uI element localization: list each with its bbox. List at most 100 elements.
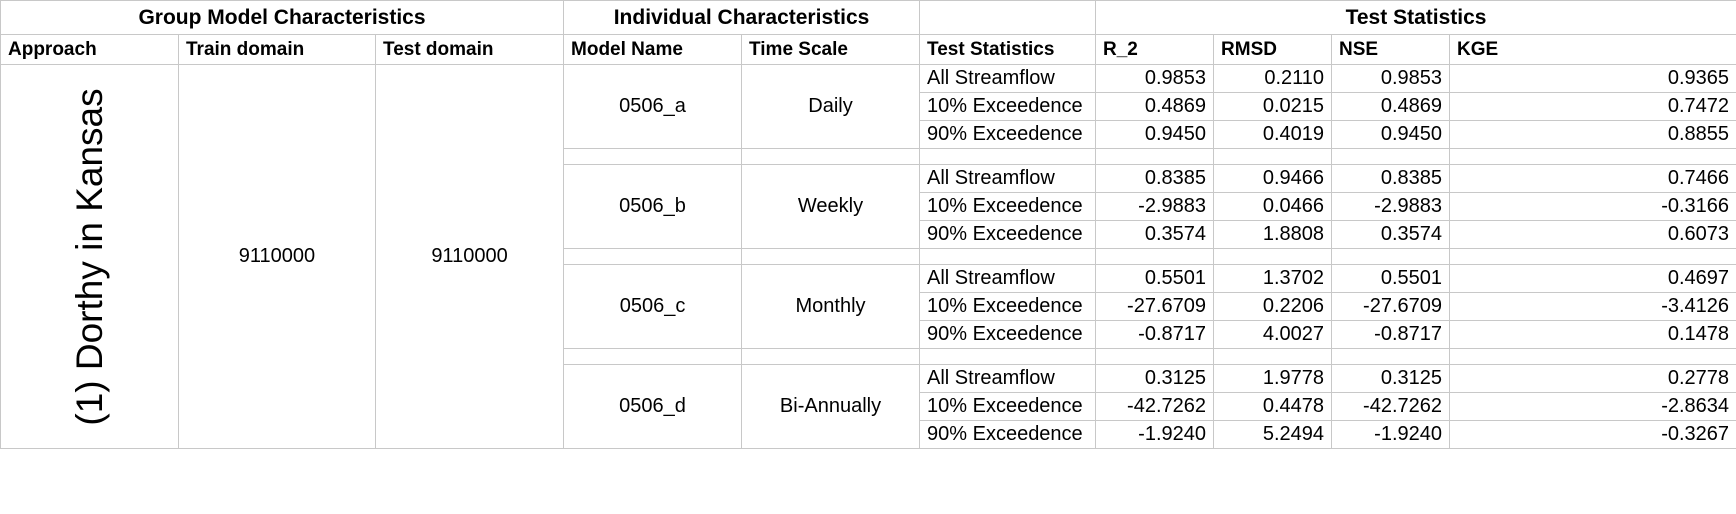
spacer-row xyxy=(1,248,1736,265)
nse-cell: 0.5501 xyxy=(1331,264,1451,293)
col-test-statistics: Test Statistics xyxy=(919,34,1097,65)
spacer-cell xyxy=(919,148,1097,165)
kge-cell: -2.8634 xyxy=(1449,392,1736,421)
rmsd-cell: 5.2494 xyxy=(1213,420,1333,449)
spacer-cell xyxy=(741,248,921,265)
spacer-cell xyxy=(563,148,743,165)
nse-cell: -0.8717 xyxy=(1331,320,1451,349)
stat-name-cell: 90% Exceedence xyxy=(919,320,1097,349)
table-row: 10% Exceedence -27.6709 0.2206 -27.6709 -3.4… xyxy=(1,292,1736,321)
rmsd-cell: 0.0466 xyxy=(1213,192,1333,221)
blank-header xyxy=(919,0,1097,35)
time-scale-cell: Weekly xyxy=(741,164,921,249)
table-row: 0506_d Bi-Annually All Streamflow 0.3125 1.9… xyxy=(1,364,1736,449)
rmsd-cell: 0.2206 xyxy=(1213,292,1333,321)
nse-cell: -42.7262 xyxy=(1331,392,1451,421)
stat-name-cell: All Streamflow xyxy=(919,64,1097,93)
spacer-cell xyxy=(563,248,743,265)
train-domain-cell: 9110000 xyxy=(178,64,376,449)
r2-cell: 0.4869 xyxy=(1095,92,1215,121)
r2-cell: -2.9883 xyxy=(1095,192,1215,221)
spacer-cell xyxy=(1331,248,1451,265)
table-row: 90% Exceedence 0.9450 0.4019 0.9450 0.8855 xyxy=(1,120,1736,149)
r2-cell: 0.3574 xyxy=(1095,220,1215,249)
spacer-cell xyxy=(1449,148,1736,165)
spacer-cell xyxy=(563,348,743,365)
col-test-domain: Test domain xyxy=(374,34,565,65)
rmsd-cell: 4.0027 xyxy=(1213,320,1333,349)
spacer-cell xyxy=(919,348,1097,365)
nse-cell: 0.9450 xyxy=(1331,120,1451,149)
r2-cell: 0.3125 xyxy=(1095,364,1215,393)
stat-name-cell: All Streamflow xyxy=(919,264,1097,293)
kge-cell: 0.1478 xyxy=(1449,320,1736,349)
model-name-cell: 0506_d xyxy=(563,364,743,449)
col-train-domain: Train domain xyxy=(178,34,376,65)
col-r2: R_2 xyxy=(1095,34,1215,65)
nse-cell: 0.4869 xyxy=(1331,92,1451,121)
spacer-cell xyxy=(1095,348,1215,365)
time-scale-cell: Daily xyxy=(741,64,921,149)
spacer-cell xyxy=(1213,348,1333,365)
spacer-cell xyxy=(1331,148,1451,165)
col-model-name: Model Name xyxy=(563,34,743,65)
r2-cell: -1.9240 xyxy=(1095,420,1215,449)
col-rmsd: RMSD xyxy=(1213,34,1333,65)
spacer-row xyxy=(1,148,1736,165)
rmsd-cell: 0.4478 xyxy=(1213,392,1333,421)
spacer-row xyxy=(1,348,1736,365)
spacer-cell xyxy=(1331,348,1451,365)
model-name-cell: 0506_b xyxy=(563,164,743,249)
nse-cell: 0.8385 xyxy=(1331,164,1451,193)
rmsd-cell: 1.8808 xyxy=(1213,220,1333,249)
nse-cell: 0.9853 xyxy=(1331,64,1451,93)
kge-cell: 0.7472 xyxy=(1449,92,1736,121)
individual-header: Individual Characteristics xyxy=(563,0,921,35)
table-row: 90% Exceedence -0.8717 4.0027 -0.8717 0.1478 xyxy=(1,320,1736,349)
col-approach: Approach xyxy=(0,34,179,65)
nse-cell: -27.6709 xyxy=(1331,292,1451,321)
col-time-scale: Time Scale xyxy=(741,34,921,65)
rmsd-cell: 1.9778 xyxy=(1213,364,1333,393)
approach-label: (1) Dorthy in Kansas xyxy=(68,87,110,426)
spacer-cell xyxy=(1213,248,1333,265)
stat-name-cell: All Streamflow xyxy=(919,364,1097,393)
table-row: 0506_b Weekly All Streamflow 0.8385 0.9466 0.… xyxy=(1,164,1736,249)
nse-cell: 0.3125 xyxy=(1331,364,1451,393)
test-domain-cell: 9110000 xyxy=(374,64,565,449)
nse-cell: -1.9240 xyxy=(1331,420,1451,449)
stat-name-cell: 10% Exceedence xyxy=(919,92,1097,121)
spacer-cell xyxy=(1213,148,1333,165)
stat-name-cell: 90% Exceedence xyxy=(919,120,1097,149)
r2-cell: -27.6709 xyxy=(1095,292,1215,321)
approach-cell: (1) Dorthy in Kansas xyxy=(0,64,179,449)
r2-cell: -42.7262 xyxy=(1095,392,1215,421)
stat-name-cell: 10% Exceedence xyxy=(919,292,1097,321)
table-body: Group Model Characteristics Individual C… xyxy=(0,0,1736,449)
rmsd-cell: 0.9466 xyxy=(1213,164,1333,193)
table-row: 0506_c Monthly All Streamflow 0.5501 1.3702 0… xyxy=(1,264,1736,349)
stat-name-cell: 90% Exceedence xyxy=(919,220,1097,249)
time-scale-cell: Monthly xyxy=(741,264,921,349)
spacer-cell xyxy=(741,148,921,165)
group-header-row: Group Model Characteristics Individual C… xyxy=(0,0,1736,35)
rmsd-cell: 0.2110 xyxy=(1213,64,1333,93)
table-row: (1) Dorthy in Kansas 9110000 9110000 0506_a… xyxy=(0,64,1736,449)
r2-cell: 0.5501 xyxy=(1095,264,1215,293)
column-header-row: Approach Train domain Test domain Model … xyxy=(0,34,1736,65)
kge-cell: 0.4697 xyxy=(1449,264,1736,293)
kge-cell: -3.4126 xyxy=(1449,292,1736,321)
kge-cell: 0.7466 xyxy=(1449,164,1736,193)
test-statistics-header: Test Statistics xyxy=(1095,0,1736,35)
kge-cell: -0.3267 xyxy=(1449,420,1736,449)
stat-name-cell: 10% Exceedence xyxy=(919,192,1097,221)
kge-cell: -0.3166 xyxy=(1449,192,1736,221)
col-kge: KGE xyxy=(1449,34,1736,65)
col-nse: NSE xyxy=(1331,34,1451,65)
rmsd-cell: 1.3702 xyxy=(1213,264,1333,293)
rmsd-cell: 0.0215 xyxy=(1213,92,1333,121)
spacer-cell xyxy=(1449,248,1736,265)
stat-name-cell: 90% Exceedence xyxy=(919,420,1097,449)
kge-cell: 0.2778 xyxy=(1449,364,1736,393)
nse-cell: 0.3574 xyxy=(1331,220,1451,249)
